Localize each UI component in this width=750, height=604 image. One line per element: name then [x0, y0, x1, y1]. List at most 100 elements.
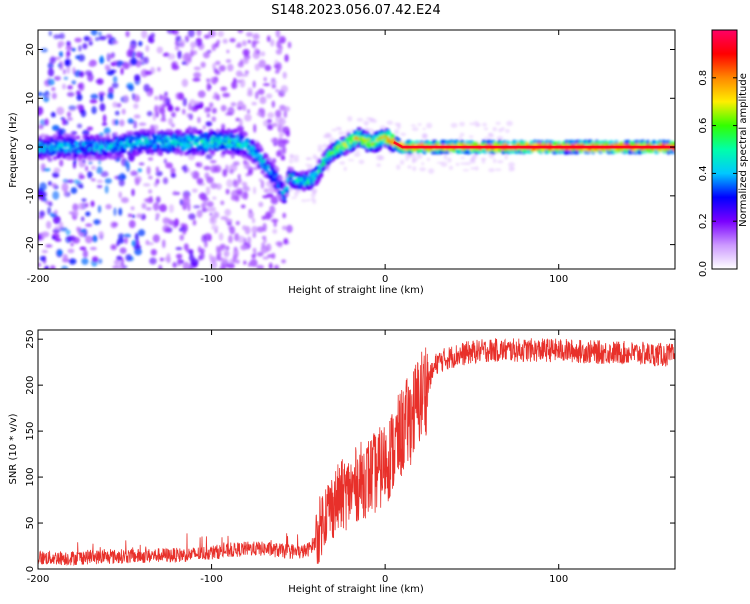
spectrogram-cell [97, 258, 103, 264]
spectrogram-cell [482, 122, 487, 127]
spectrogram-cell [283, 238, 289, 245]
spectrogram-cell [168, 117, 173, 126]
spectrogram-cell [249, 258, 258, 267]
spectrogram-cell [134, 248, 142, 256]
spectrogram-cell [417, 123, 422, 126]
spectrogram-cell [99, 93, 104, 103]
spectrogram-cell [44, 118, 49, 126]
snr-ytick-label: 100 [25, 468, 36, 487]
spectrogram-cell [251, 101, 257, 106]
spectrogram-cell [241, 144, 246, 149]
spectrogram-cell [286, 224, 293, 233]
spectrogram-cell [254, 91, 259, 100]
spectrogram-cell [53, 167, 61, 174]
spectrogram-cell [80, 109, 87, 118]
spectrogram-cell [484, 136, 489, 140]
spectrogram-cell [208, 133, 213, 138]
snr-xlabel: Height of straight line (km) [288, 584, 424, 595]
spectrogram-cell [271, 252, 276, 260]
spectrogram-cell [155, 178, 160, 185]
spectrogram-cell [156, 46, 164, 54]
spectrogram-cell [233, 248, 239, 258]
spectrogram-cell [258, 201, 264, 208]
spectrogram-cell [162, 177, 169, 185]
spectrogram-cell [272, 228, 278, 234]
spectrogram-cell [76, 104, 84, 110]
spectrogram-cell [247, 39, 251, 44]
spectrogram-cell [127, 213, 133, 218]
spectrogram-cell [214, 70, 221, 75]
spectrogram-cell [119, 263, 126, 269]
spectrogram-cell [237, 235, 245, 244]
spectrogram-cell [188, 102, 192, 111]
spectrogram-cell [436, 161, 444, 164]
spectrogram-cell [71, 47, 76, 52]
spectrogram-cell [378, 155, 385, 161]
spectrogram-cell [98, 31, 102, 37]
spectrogram-cell [164, 227, 171, 233]
spectrogram-cell [128, 220, 136, 229]
spectrogram-cell [39, 255, 46, 262]
spectrogram-cell [356, 149, 360, 153]
spectrogram-cell [38, 106, 44, 116]
spectrogram-cell [273, 172, 279, 178]
spectrogram-cell [183, 164, 188, 174]
spectrogram-cell [182, 228, 187, 235]
spectrogram-cell [271, 83, 277, 89]
spectrogram-cell [253, 186, 257, 195]
spectrogram-cell [237, 30, 244, 34]
spectrogram-cell [291, 196, 297, 200]
spectrogram-cell [137, 168, 143, 173]
spectrogram-cell [47, 62, 54, 70]
spectrogram-cell [220, 86, 228, 92]
spectrogram-cell [248, 208, 253, 214]
snr-xtick-label: 100 [549, 574, 568, 585]
spectrogram-cell [269, 39, 275, 47]
spectrogram-cell [143, 183, 151, 187]
spectrogram-cell [59, 227, 68, 232]
spectrogram-cell [206, 78, 210, 83]
spectrogram-cell [134, 232, 139, 242]
spectrogram-cell [282, 212, 287, 219]
spectrogram-cell [474, 166, 479, 171]
spectrogram-cell [282, 71, 287, 79]
spectrogram-xtick-label: 100 [549, 274, 568, 285]
spectrogram-cell [106, 34, 113, 39]
spectrogram-cell [82, 249, 88, 259]
spectrogram-cell [48, 181, 52, 186]
spectrogram-cell [129, 57, 138, 66]
spectrogram-cell [210, 215, 215, 223]
spectrogram-cell [226, 263, 235, 269]
spectrogram-cell [90, 93, 99, 100]
spectrogram-cell [492, 127, 497, 132]
spectrogram-cell [75, 55, 80, 60]
spectrogram-cell [410, 152, 416, 158]
spectrogram-cell [458, 136, 463, 140]
spectrogram-cell [160, 118, 167, 122]
spectrogram-cell [231, 134, 236, 139]
spectrogram-cell [119, 247, 127, 254]
spectrogram-cell [147, 242, 154, 246]
spectrogram-cell [264, 211, 272, 220]
spectrogram-cell [455, 162, 460, 166]
spectrogram-cell [324, 165, 330, 170]
spectrogram-cell [280, 156, 286, 161]
spectrogram-cell [244, 226, 251, 235]
spectrogram-cell [192, 219, 197, 226]
spectrogram-cell [216, 39, 221, 45]
spectrogram-cell [462, 169, 470, 172]
spectrogram-cell [275, 167, 280, 172]
spectrogram-cell [488, 168, 495, 173]
spectrogram-cell [112, 76, 118, 83]
spectrogram-cell [88, 160, 93, 165]
spectrogram-cell [166, 253, 171, 261]
spectrogram-cell [208, 102, 214, 108]
spectrogram-cell [396, 164, 401, 170]
spectrogram-cell [203, 165, 211, 171]
spectrogram-cell [270, 218, 279, 223]
spectrogram-cell [201, 207, 207, 213]
spectrogram-cell [172, 262, 178, 268]
spectrogram-cell [168, 220, 176, 226]
spectrogram-cell [116, 241, 120, 247]
spectrogram-cell [465, 162, 471, 166]
